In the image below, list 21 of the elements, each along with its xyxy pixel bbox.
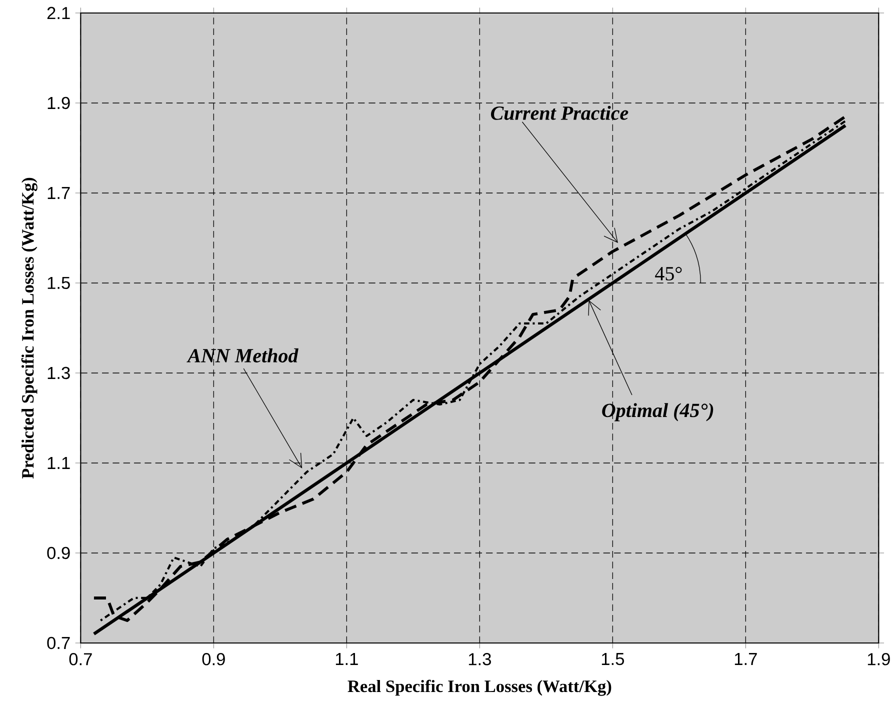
x-tick-label: 0.7 [69, 653, 92, 666]
y-tick-label: 1.7 [48, 187, 70, 199]
x-tick-label: 1.3 [468, 653, 491, 666]
x-axis-title: Real Specific Iron Losses (Watt/Kg) [348, 680, 612, 696]
y-tick-label: 0.7 [47, 636, 70, 650]
y-tick-label: 0.9 [47, 546, 70, 560]
y-tick-label: 1.5 [48, 276, 70, 290]
x-tick-label: 1.1 [336, 653, 358, 665]
annotation: Current Practice [490, 106, 628, 120]
y-tick-label: 1.9 [48, 96, 70, 110]
x-tick-label: 1.5 [602, 653, 624, 666]
y-tick-label: 1.1 [48, 457, 70, 469]
y-tick-label: 2.1 [47, 6, 70, 20]
y-tick-label: 1.3 [48, 366, 70, 380]
annotation: ANN Method [186, 348, 298, 362]
annotation: Optimal (45°) [602, 403, 714, 422]
x-tick-label: 1.9 [868, 653, 890, 666]
annotation: 45° [655, 266, 682, 280]
x-tick-label: 0.9 [202, 653, 225, 666]
x-tick-label: 1.7 [734, 653, 757, 665]
y-axis-title: Predicted Specific Iron Losses (Watt/Kg) [21, 178, 38, 479]
